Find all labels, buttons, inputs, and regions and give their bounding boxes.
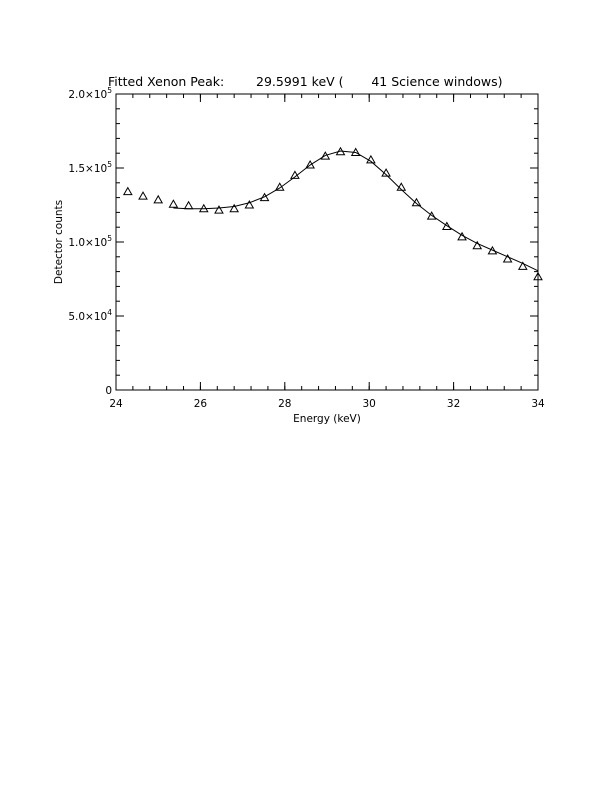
data-point [396, 182, 407, 191]
y-tick-label: 1.0×105 [68, 234, 112, 249]
data-point [350, 147, 361, 156]
y-tick-exponent: 4 [107, 308, 112, 317]
data-point [517, 261, 528, 270]
x-tick-label: 32 [447, 398, 460, 410]
data-point [381, 168, 391, 177]
x-axis-label: Energy (keV) [293, 413, 361, 425]
x-tick-label: 24 [109, 398, 123, 410]
x-tick-label: 34 [531, 398, 545, 410]
y-tick-exponent: 5 [107, 160, 112, 169]
data-markers [122, 146, 543, 281]
data-point [198, 203, 209, 213]
data-point [502, 254, 513, 263]
x-tick-labels: 24 26 28 30 32 34 [109, 398, 545, 410]
data-point [335, 146, 346, 156]
y-tick-label: 0 [105, 385, 112, 397]
chart-title: Fitted Xenon Peak: 29.5991 keV ( 41 Scie… [108, 74, 502, 89]
y-tick-exponent: 5 [107, 86, 112, 95]
data-point [411, 197, 422, 207]
data-point [305, 160, 315, 169]
data-point [244, 199, 255, 209]
y-axis-label: Detector counts [53, 200, 65, 284]
x-tick-label: 30 [363, 398, 376, 410]
data-point [426, 211, 437, 220]
data-point [122, 186, 133, 196]
y-tick-labels: 0 5.0×104 1.0×105 1.5×105 2.0×105 [68, 86, 112, 397]
data-point [533, 271, 543, 281]
data-point [153, 194, 164, 204]
data-point [168, 199, 179, 208]
data-point [487, 245, 498, 255]
data-point [214, 205, 224, 214]
data-point [274, 182, 285, 191]
y-tick-label: 2.0×105 [68, 86, 112, 101]
x-tick-label: 26 [194, 398, 208, 410]
data-point [457, 231, 467, 241]
data-point [138, 191, 148, 200]
axis-ticks [115, 93, 539, 391]
data-point [229, 203, 240, 213]
y-tick-label: 1.5×105 [68, 160, 112, 175]
y-tick-exponent: 5 [107, 234, 112, 243]
data-point [472, 240, 483, 250]
data-point [366, 154, 376, 164]
data-point [259, 192, 270, 202]
data-point [320, 151, 331, 160]
x-tick-label: 28 [278, 398, 291, 410]
data-point [183, 200, 194, 210]
fit-curve [173, 150, 539, 272]
y-tick-label: 5.0×104 [68, 308, 112, 323]
data-point [290, 170, 300, 179]
data-point [441, 221, 452, 230]
